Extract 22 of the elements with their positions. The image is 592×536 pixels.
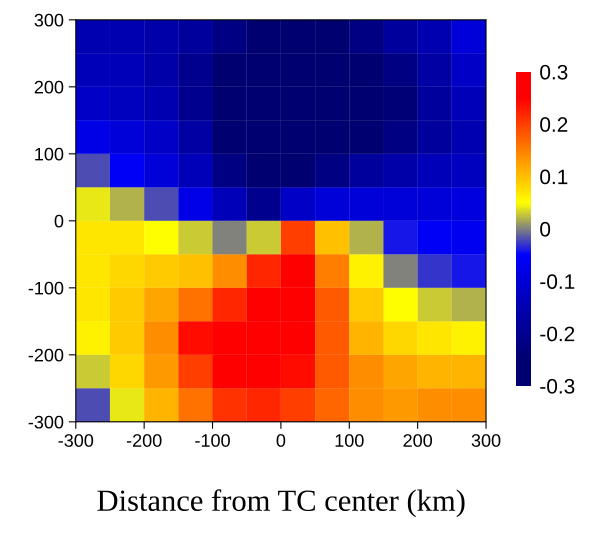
y-tick-label: -300 [28, 416, 64, 429]
x-axis-title: Distance from TC center (km) [97, 489, 465, 518]
x-tick-label: -100 [195, 434, 230, 447]
y-tick-label: -200 [28, 348, 64, 362]
y-tick-label: 200 [34, 80, 64, 94]
color-bar-label: 0 [540, 222, 550, 237]
y-tick-label: 300 [34, 14, 64, 27]
x-tick-label: -300 [58, 434, 94, 447]
y-tick-label: -100 [28, 282, 64, 295]
x-tick-label: -200 [126, 434, 162, 447]
color-bar-label: 0.2 [540, 117, 568, 132]
color-bar-label: -0.2 [540, 326, 574, 342]
x-tick-label: 100 [336, 434, 364, 447]
color-bar-label: -0.3 [540, 378, 574, 394]
color-bar-label: 0.3 [540, 64, 568, 80]
color-bar-label: 0.1 [540, 170, 568, 184]
x-tick-label: 300 [472, 434, 500, 447]
x-tick-label: 0 [276, 434, 286, 447]
x-tick-label: 200 [404, 434, 432, 447]
color-bar-label: -0.1 [540, 274, 574, 289]
y-tick-label: 0 [54, 214, 64, 228]
y-tick-label: 100 [35, 148, 64, 161]
